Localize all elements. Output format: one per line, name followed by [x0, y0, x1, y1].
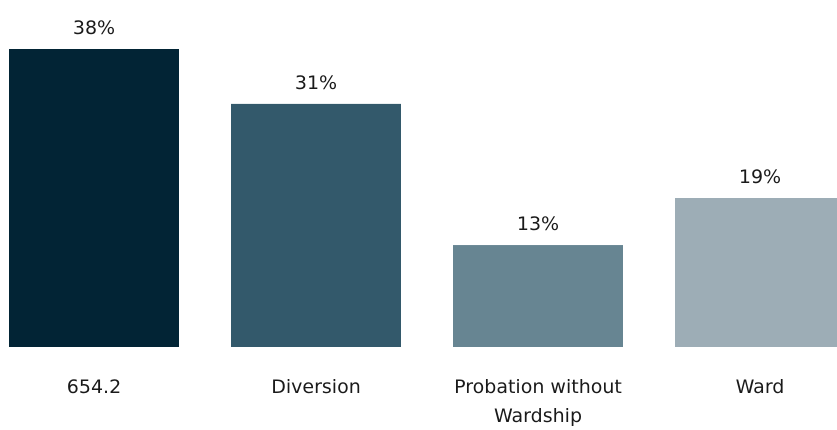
bar-1 [231, 103, 401, 347]
bars-group [9, 49, 837, 347]
bar-0 [9, 49, 179, 347]
category-label-2-line-0: Probation without [454, 376, 622, 398]
bar-3 [675, 198, 837, 347]
category-label-1-line-0: Diversion [271, 376, 361, 398]
value-label-2: 13% [517, 213, 559, 235]
bar-2 [453, 245, 623, 347]
category-labels-group: 654.2 Diversion Probation without Wardship W… [67, 376, 785, 427]
category-label-0: 654.2 [67, 376, 121, 398]
value-labels-group: 38% 31% 13% 19% [73, 17, 781, 235]
value-label-3: 19% [739, 166, 781, 188]
category-label-0-line-0: 654.2 [67, 376, 121, 398]
value-label-1: 31% [295, 72, 337, 94]
category-label-2: Probation without Wardship [454, 376, 622, 427]
category-label-3-line-0: Ward [736, 376, 785, 398]
category-label-1: Diversion [271, 376, 361, 398]
category-label-2-line-1: Wardship [494, 405, 582, 427]
value-label-0: 38% [73, 17, 115, 39]
category-label-3: Ward [736, 376, 785, 398]
